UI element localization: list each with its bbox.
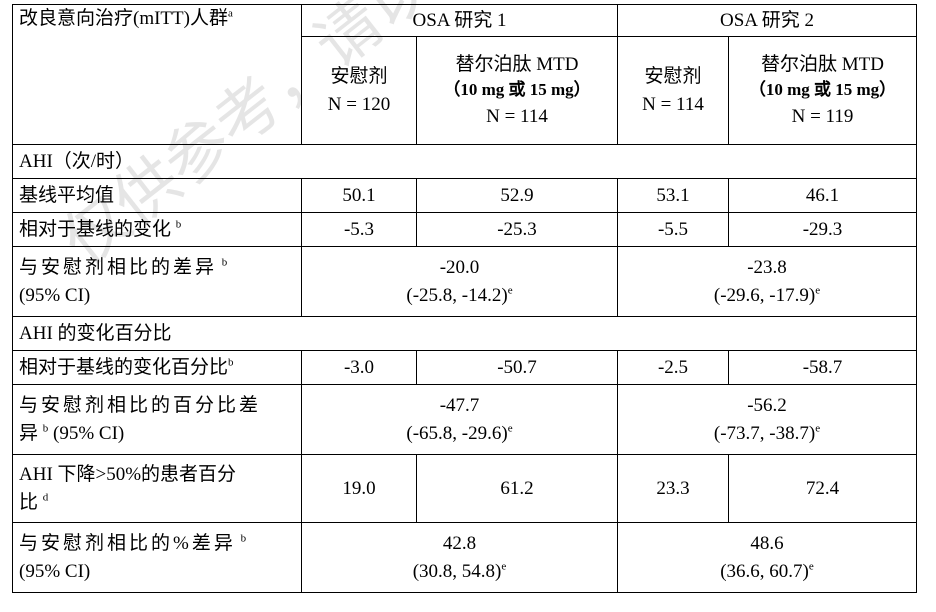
row-label: 与安慰剂相比的%差异 b (95% CI) bbox=[12, 522, 302, 593]
table-row: 基线平均值 50.1 52.9 53.1 46.1 bbox=[12, 178, 917, 213]
cell: -56.2 (-73.7, -38.7)e bbox=[617, 384, 917, 455]
study2-drug-header: 替尔泊肽 MTD （10 mg 或 15 mg） N = 119 bbox=[728, 36, 917, 145]
row-label: 相对于基线的变化 b bbox=[12, 212, 302, 247]
cell: 72.4 bbox=[728, 454, 917, 523]
study1-header: OSA 研究 1 bbox=[301, 4, 618, 37]
cell: -23.8 (-29.6, -17.9)e bbox=[617, 246, 917, 317]
row-label: 相对于基线的变化百分比b bbox=[12, 350, 302, 385]
cell: -58.7 bbox=[728, 350, 917, 385]
row-label: 基线平均值 bbox=[12, 178, 302, 213]
study1-placebo-header: 安慰剂 N = 120 bbox=[301, 36, 417, 145]
cell: 52.9 bbox=[416, 178, 618, 213]
table-row: 相对于基线的变化百分比b -3.0 -50.7 -2.5 -58.7 bbox=[12, 350, 917, 385]
row-label: AHI 下降>50%的患者百分比 d bbox=[12, 454, 302, 523]
row-label: 与安慰剂相比的百分比差异 b (95% CI) bbox=[12, 384, 302, 455]
table-row: AHI 下降>50%的患者百分比 d 19.0 61.2 23.3 72.4 bbox=[12, 454, 917, 523]
table-row: 与安慰剂相比的百分比差异 b (95% CI) -47.7 (-65.8, -29… bbox=[12, 384, 917, 455]
cell: -3.0 bbox=[301, 350, 417, 385]
cell: 42.8 (30.8, 54.8)e bbox=[301, 522, 618, 593]
table-row: 相对于基线的变化 b -5.3 -25.3 -5.5 -29.3 bbox=[12, 212, 917, 247]
cell: 46.1 bbox=[728, 178, 917, 213]
results-table: 改良意向治疗(mITT)人群a OSA 研究 1 OSA 研究 2 安慰剂 N =… bbox=[12, 4, 917, 593]
table-row: 与安慰剂相比的%差异 b (95% CI) 42.8 (30.8, 54.8)e 4… bbox=[12, 522, 917, 593]
study2-header: OSA 研究 2 bbox=[617, 4, 917, 37]
cell: 61.2 bbox=[416, 454, 618, 523]
cell: 53.1 bbox=[617, 178, 729, 213]
cell: -25.3 bbox=[416, 212, 618, 247]
cell: -5.5 bbox=[617, 212, 729, 247]
cell: -50.7 bbox=[416, 350, 618, 385]
cell: 50.1 bbox=[301, 178, 417, 213]
cell: -47.7 (-65.8, -29.6)e bbox=[301, 384, 618, 455]
cell: -20.0 (-25.8, -14.2)e bbox=[301, 246, 618, 317]
study1-drug-header: 替尔泊肽 MTD （10 mg 或 15 mg） N = 114 bbox=[416, 36, 618, 145]
cell: 19.0 bbox=[301, 454, 417, 523]
population-header: 改良意向治疗(mITT)人群a bbox=[12, 4, 302, 145]
cell: 48.6 (36.6, 60.7)e bbox=[617, 522, 917, 593]
cell: 23.3 bbox=[617, 454, 729, 523]
ahi-section-title: AHI（次/时） bbox=[12, 144, 917, 179]
cell: -2.5 bbox=[617, 350, 729, 385]
pct-section-title: AHI 的变化百分比 bbox=[12, 316, 917, 351]
table-row: 与安慰剂相比的差异 b (95% CI) -20.0 (-25.8, -14.2)e… bbox=[12, 246, 917, 317]
cell: -29.3 bbox=[728, 212, 917, 247]
row-label: 与安慰剂相比的差异 b (95% CI) bbox=[12, 246, 302, 317]
cell: -5.3 bbox=[301, 212, 417, 247]
study2-placebo-header: 安慰剂 N = 114 bbox=[617, 36, 729, 145]
